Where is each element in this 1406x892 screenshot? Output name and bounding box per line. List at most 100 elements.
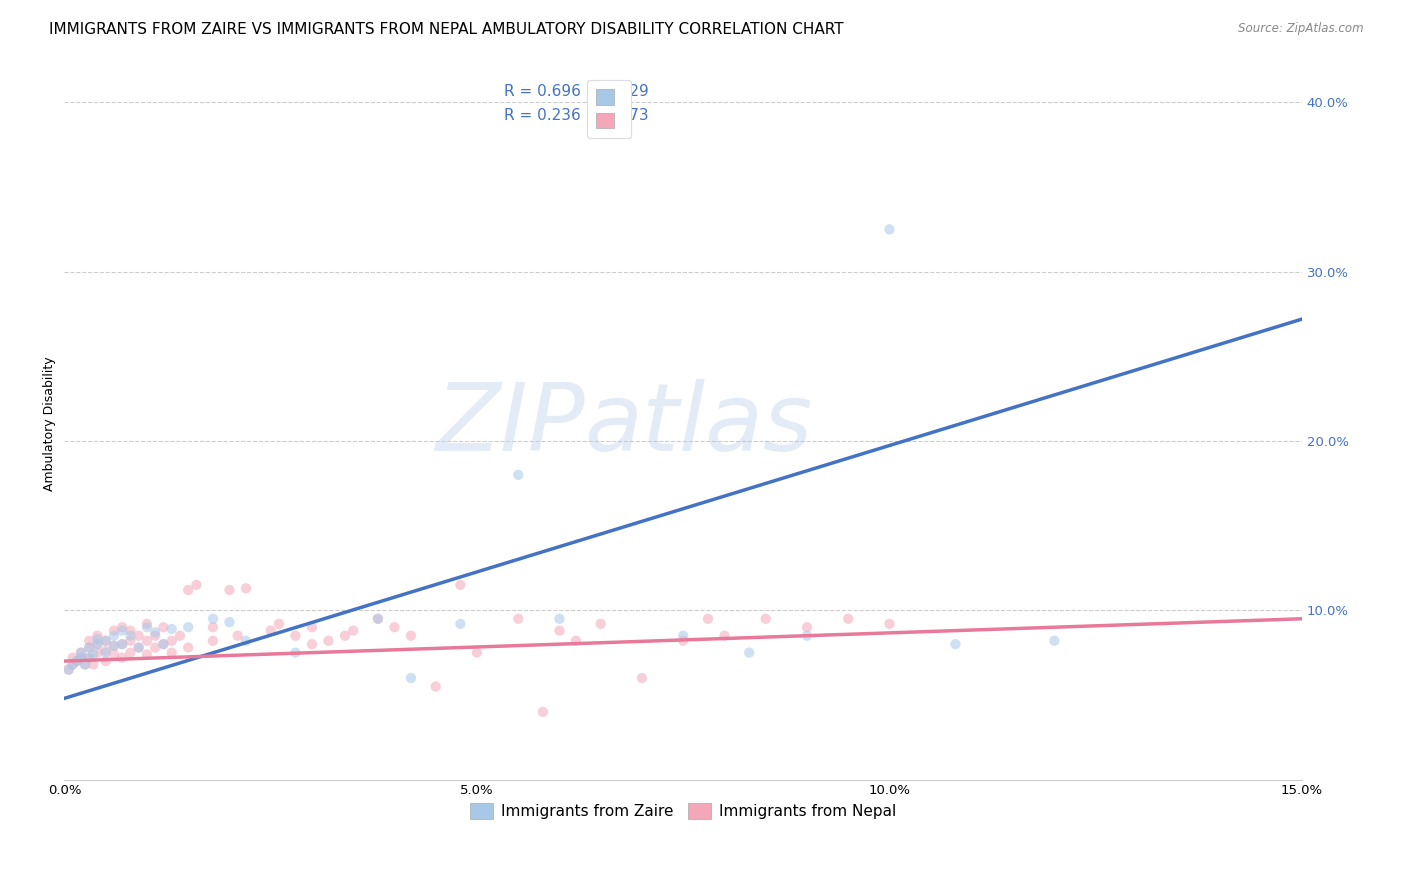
Text: R = 0.236   N = 73: R = 0.236 N = 73 <box>503 108 648 123</box>
Point <box>318 633 340 648</box>
Point <box>111 650 134 665</box>
Point <box>301 637 323 651</box>
Point <box>152 637 174 651</box>
Point <box>94 644 117 658</box>
Point <box>425 680 447 694</box>
Point <box>672 633 695 648</box>
Point <box>103 639 125 653</box>
Point <box>1043 633 1066 648</box>
Point <box>94 646 117 660</box>
Point <box>333 629 356 643</box>
Point <box>879 222 901 236</box>
Point <box>143 640 166 655</box>
Point <box>738 646 761 660</box>
Point <box>70 646 93 660</box>
Point <box>136 620 159 634</box>
Text: IMMIGRANTS FROM ZAIRE VS IMMIGRANTS FROM NEPAL AMBULATORY DISABILITY CORRELATION: IMMIGRANTS FROM ZAIRE VS IMMIGRANTS FROM… <box>49 22 844 37</box>
Point <box>94 654 117 668</box>
Point <box>120 629 142 643</box>
Point <box>548 612 571 626</box>
Point <box>508 612 530 626</box>
Point <box>177 620 200 634</box>
Point <box>177 582 200 597</box>
Point <box>75 657 97 672</box>
Point <box>86 637 108 651</box>
Point <box>218 615 240 629</box>
Point <box>201 612 224 626</box>
Point <box>508 467 530 482</box>
Point <box>152 620 174 634</box>
Point <box>796 620 818 634</box>
Point <box>160 622 183 636</box>
Point <box>77 650 100 665</box>
Point <box>111 637 134 651</box>
Point <box>62 650 84 665</box>
Point <box>449 616 471 631</box>
Point <box>342 624 364 638</box>
Point <box>77 640 100 655</box>
Point <box>120 633 142 648</box>
Point <box>58 663 80 677</box>
Point <box>284 629 307 643</box>
Point <box>465 646 488 660</box>
Point <box>945 637 967 651</box>
Point <box>70 646 93 660</box>
Point <box>235 582 257 596</box>
Point <box>77 633 100 648</box>
Point <box>94 633 117 648</box>
Point <box>70 650 93 665</box>
Text: atlas: atlas <box>585 378 813 469</box>
Point <box>449 578 471 592</box>
Point <box>160 633 183 648</box>
Point <box>186 578 208 592</box>
Point <box>169 629 191 643</box>
Point <box>143 625 166 640</box>
Point <box>235 633 257 648</box>
Point <box>128 640 150 655</box>
Text: ZIP: ZIP <box>434 378 585 469</box>
Point <box>565 633 588 648</box>
Point <box>589 616 612 631</box>
Point <box>86 629 108 643</box>
Point <box>837 612 859 626</box>
Y-axis label: Ambulatory Disability: Ambulatory Disability <box>44 357 56 491</box>
Point <box>284 646 307 660</box>
Point <box>367 612 389 626</box>
Point <box>70 650 93 665</box>
Point <box>103 624 125 638</box>
Point <box>755 612 778 626</box>
Point <box>111 637 134 651</box>
Point <box>103 629 125 643</box>
Point <box>260 624 283 638</box>
Legend: Immigrants from Zaire, Immigrants from Nepal: Immigrants from Zaire, Immigrants from N… <box>464 797 903 825</box>
Point <box>128 640 150 655</box>
Point <box>120 624 142 638</box>
Point <box>177 640 200 655</box>
Point <box>75 657 97 672</box>
Point <box>82 648 104 662</box>
Point <box>160 646 183 660</box>
Point <box>62 657 84 672</box>
Point <box>77 650 100 665</box>
Point <box>136 616 159 631</box>
Point <box>201 633 224 648</box>
Point <box>301 620 323 634</box>
Point <box>66 654 89 668</box>
Point <box>111 624 134 638</box>
Point <box>82 657 104 672</box>
Point <box>111 620 134 634</box>
Point <box>384 620 406 634</box>
Point <box>201 620 224 634</box>
Point <box>531 705 554 719</box>
Point <box>120 646 142 660</box>
Point <box>94 633 117 648</box>
Point <box>548 624 571 638</box>
Point <box>136 648 159 662</box>
Point <box>267 616 290 631</box>
Point <box>399 671 422 685</box>
Point <box>103 648 125 662</box>
Point <box>86 646 108 660</box>
Point <box>128 629 150 643</box>
Point <box>103 639 125 653</box>
Point <box>77 640 100 655</box>
